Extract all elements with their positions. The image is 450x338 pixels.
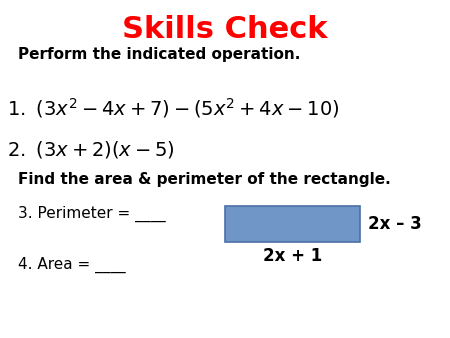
Text: $2.\ (3x+2)(x-5)$: $2.\ (3x+2)(x-5)$ (7, 139, 175, 160)
Text: Perform the indicated operation.: Perform the indicated operation. (18, 47, 301, 62)
Text: Skills Check: Skills Check (122, 15, 328, 44)
Text: 2x + 1: 2x + 1 (263, 247, 322, 265)
Text: 2x – 3: 2x – 3 (368, 215, 422, 233)
Text: 3. Perimeter = ____: 3. Perimeter = ____ (18, 206, 166, 222)
Bar (225, 206, 360, 242)
Text: Find the area & perimeter of the rectangle.: Find the area & perimeter of the rectang… (18, 172, 391, 187)
Text: 4. Area = ____: 4. Area = ____ (18, 257, 126, 273)
Text: $1.\ (3x^{2}-4x+7)-(5x^{2}+4x-10)$: $1.\ (3x^{2}-4x+7)-(5x^{2}+4x-10)$ (7, 96, 339, 120)
